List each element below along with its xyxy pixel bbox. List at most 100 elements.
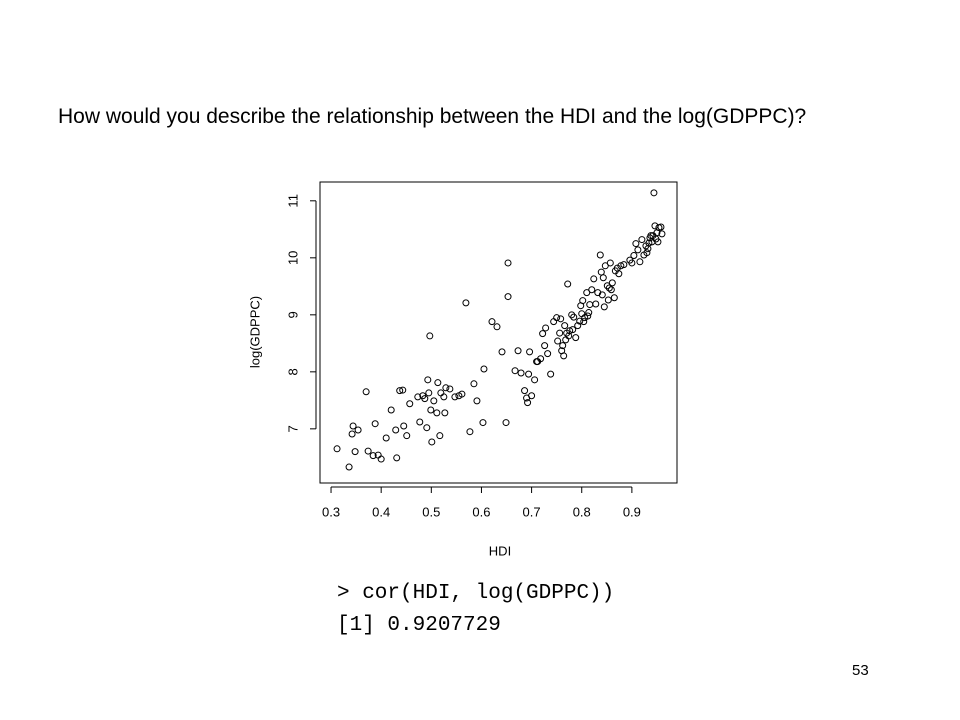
point [634, 246, 642, 254]
point [403, 432, 411, 440]
point [437, 389, 445, 397]
point [557, 315, 565, 323]
point [617, 262, 625, 270]
point [488, 318, 496, 326]
point [470, 380, 478, 388]
point [441, 409, 449, 417]
x-tick-label: 0.6 [472, 504, 490, 519]
point [565, 332, 573, 340]
point [572, 334, 580, 342]
point [392, 426, 400, 434]
point [406, 400, 414, 408]
point [434, 379, 442, 387]
point [562, 336, 570, 344]
point [657, 223, 665, 231]
point [560, 352, 568, 360]
point [362, 388, 370, 396]
point [578, 310, 586, 318]
point [502, 419, 510, 427]
point [596, 251, 604, 259]
point [632, 240, 640, 248]
y-tick-label: 8 [285, 368, 300, 375]
console-line: [1] 0.9207729 [337, 614, 501, 637]
point [396, 387, 404, 395]
point [547, 370, 555, 378]
point [574, 322, 582, 330]
point [597, 268, 605, 276]
point [610, 294, 618, 302]
y-tick-label: 7 [285, 425, 300, 432]
point [526, 348, 534, 356]
point [600, 303, 608, 311]
point [364, 447, 372, 455]
point [436, 432, 444, 440]
point [580, 318, 588, 326]
point [440, 393, 448, 401]
point [620, 261, 628, 269]
point [480, 365, 488, 373]
point [544, 350, 552, 358]
point [393, 454, 401, 462]
point [371, 420, 379, 428]
point [424, 376, 432, 384]
point [458, 390, 466, 398]
point [348, 430, 356, 438]
point [416, 418, 424, 426]
x-axis-label: HDI [489, 543, 511, 558]
point [349, 422, 357, 430]
point [377, 455, 385, 463]
point [521, 387, 529, 395]
point [564, 280, 572, 288]
point [427, 406, 435, 414]
point [592, 300, 600, 308]
point [650, 189, 658, 197]
point [498, 348, 506, 356]
point [528, 392, 536, 400]
point [570, 313, 578, 321]
point [608, 279, 616, 287]
point [576, 317, 584, 325]
point [387, 406, 395, 414]
point [599, 274, 607, 282]
point [517, 369, 525, 377]
question: How would you describe the relationship … [58, 105, 807, 128]
point [553, 314, 561, 322]
x-tick-label: 0.5 [422, 504, 440, 519]
x-tick-label: 0.4 [372, 504, 390, 519]
point [428, 438, 436, 446]
point [550, 318, 558, 326]
point [511, 367, 519, 375]
page-number: 53 [852, 662, 869, 679]
point [566, 327, 574, 335]
point [598, 291, 606, 299]
point [382, 434, 390, 442]
point [462, 299, 470, 307]
point [630, 252, 638, 260]
point [400, 422, 408, 430]
point [451, 393, 459, 401]
point [539, 330, 547, 338]
x-tick-label: 0.3 [322, 504, 340, 519]
point [514, 347, 522, 355]
point [554, 337, 562, 345]
point [354, 426, 362, 434]
point [479, 419, 487, 427]
point [604, 296, 612, 304]
y-tick-label: 10 [285, 251, 300, 265]
point [446, 385, 454, 393]
point [636, 258, 644, 266]
point [654, 238, 662, 246]
point [421, 395, 429, 403]
point [607, 286, 615, 294]
point [504, 293, 512, 301]
point [559, 342, 567, 350]
point [351, 448, 359, 456]
point [615, 270, 623, 278]
point [586, 301, 594, 309]
point [333, 445, 341, 453]
point [399, 386, 407, 394]
point [345, 463, 353, 471]
y-tick-label: 11 [285, 194, 300, 208]
y-axis-label: log(GDPPC) [247, 296, 262, 368]
